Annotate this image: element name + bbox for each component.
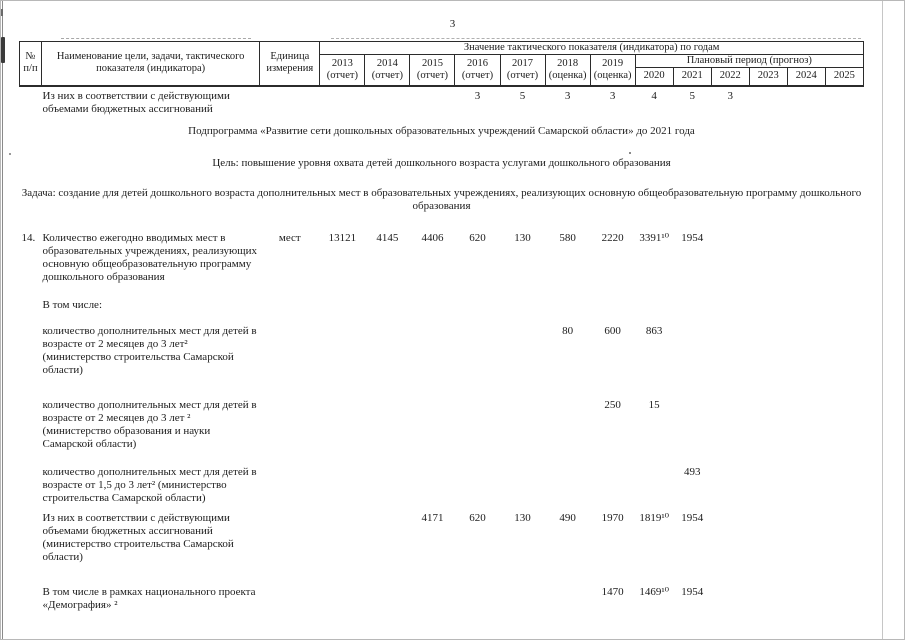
value-cell: 1954: [681, 585, 704, 598]
header-year-2014: 2014 (отчет): [364, 54, 411, 87]
row-number: 14.: [21, 231, 36, 244]
value-cell: 1970: [601, 511, 624, 524]
value-cell: 5: [689, 89, 695, 102]
indicator-row: количество дополнительных мест для детей…: [20, 464, 864, 510]
value-cell: 620: [469, 511, 486, 524]
scan-dash-artifact: [61, 38, 251, 39]
task-title: Задача: создание для детей дошкольного в…: [21, 186, 862, 212]
header-year-2018: 2018 (оценка): [544, 54, 591, 87]
value-cell: 3391¹⁰: [639, 231, 670, 244]
value-cell: 4145: [376, 231, 399, 244]
header-year-2015: 2015 (отчет): [409, 54, 456, 87]
value-cell: 1819¹⁰: [639, 511, 670, 524]
scan-speck: [629, 152, 631, 154]
header-year-2022: 2022: [710, 67, 750, 87]
value-cell: 3: [474, 89, 481, 102]
page-number: 3: [449, 18, 456, 30]
goal-title: Цель: повышение уровня охвата детей дошк…: [212, 156, 671, 169]
scan-right-edge: [882, 1, 883, 639]
value-cell: 863: [645, 324, 663, 337]
row-label: Из них в соответствии с действующими объ…: [42, 511, 234, 563]
value-cell: 1954: [681, 231, 704, 244]
indicator-row: количество дополнительных мест для детей…: [20, 323, 864, 397]
scan-speck: [9, 153, 11, 155]
section-row: Цель: повышение уровня охвата детей дошк…: [20, 155, 864, 185]
indicator-row: Из них в соответствии с действующими объ…: [20, 86, 864, 123]
indicator-row: В том числе:: [20, 297, 864, 323]
subprogram-title: Подпрограмма «Развитие сети дошкольных о…: [188, 124, 695, 137]
value-cell: 80: [562, 324, 574, 337]
value-cell: 1469¹⁰: [639, 585, 670, 598]
row-label: количество дополнительных мест для детей…: [42, 324, 257, 376]
header-plan-title: Плановый период (прогноз): [634, 54, 865, 68]
value-cell: 600: [604, 324, 621, 337]
header-year-2016: 2016 (отчет): [454, 54, 501, 87]
value-cell: 3: [564, 89, 571, 102]
value-cell: 1470: [601, 585, 624, 598]
section-row: Задача: создание для детей дошкольного в…: [20, 185, 864, 230]
row-label: Количество ежегодно вводимых мест в обра…: [42, 231, 258, 283]
value-cell: 130: [514, 231, 531, 244]
value-cell: 493: [683, 465, 701, 478]
value-cell: 1954: [681, 511, 704, 524]
value-cell: 130: [514, 511, 531, 524]
value-cell: 4171: [421, 511, 444, 524]
header-year-2024: 2024: [786, 67, 826, 87]
row-label: В том числе:: [42, 298, 102, 311]
indicator-table: № п/п Наименование цели, задачи, тактиче…: [18, 41, 865, 612]
scan-binding-mark: [1, 37, 5, 63]
header-unit: Единица измерения: [259, 41, 321, 87]
scan-dash-artifact: [331, 38, 861, 39]
header-year-2020: 2020: [634, 67, 674, 87]
value-cell: 4406: [421, 231, 444, 244]
value-cell: 580: [559, 231, 576, 244]
row-label: количество дополнительных мест для детей…: [42, 398, 257, 450]
value-cell: 3: [609, 89, 616, 102]
value-cell: 250: [604, 398, 621, 411]
value-cell: 4: [651, 89, 657, 102]
header-name: Наименование цели, задачи, тактического …: [41, 41, 261, 87]
scan-binding-tick: [1, 9, 3, 16]
value-cell: 490: [559, 511, 576, 524]
row-label: Из них в соответствии с действующими объ…: [42, 89, 230, 115]
value-cell: 13121: [328, 231, 357, 244]
value-cell: 15: [648, 398, 660, 411]
row-unit: мест: [278, 231, 301, 244]
header-values-title: Значение тактического показателя (индика…: [319, 41, 864, 55]
value-cell: 620: [469, 231, 486, 244]
indicator-row: Из них в соответствии с действующими объ…: [20, 510, 864, 584]
row-label: В том числе в рамках национального проек…: [42, 585, 256, 611]
indicator-row: количество дополнительных мест для детей…: [20, 397, 864, 464]
value-cell: 3: [727, 89, 733, 102]
value-cell: 2220: [601, 231, 624, 244]
value-cell: 5: [519, 89, 526, 102]
header-num: № п/п: [18, 41, 43, 87]
row-label: количество дополнительных мест для детей…: [42, 465, 257, 504]
header-year-2017: 2017 (отчет): [499, 54, 546, 87]
section-row: Подпрограмма «Развитие сети дошкольных о…: [20, 123, 864, 155]
indicator-row: 14. Количество ежегодно вводимых мест в …: [20, 230, 864, 297]
header-year-2023: 2023: [748, 67, 788, 87]
header-year-2021: 2021: [672, 67, 712, 87]
header-year-2019: 2019 (оценка): [589, 54, 636, 87]
header-year-2025: 2025: [824, 67, 865, 87]
scan-left-edge: [2, 1, 3, 639]
indicator-row: В том числе в рамках национального проек…: [20, 584, 864, 612]
header-year-2013: 2013 (отчет): [319, 54, 366, 87]
